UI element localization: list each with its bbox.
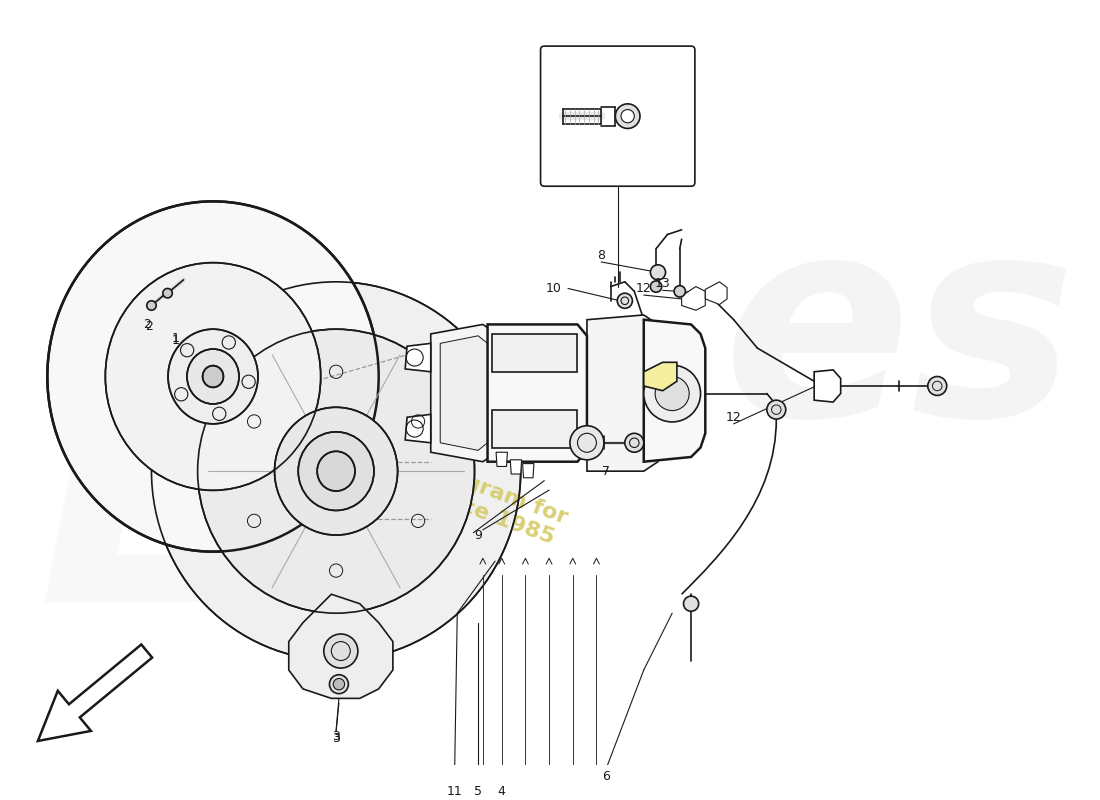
Polygon shape xyxy=(587,315,658,471)
Circle shape xyxy=(163,289,173,298)
Ellipse shape xyxy=(298,432,374,510)
Ellipse shape xyxy=(47,202,378,552)
Circle shape xyxy=(644,365,701,422)
Text: 1: 1 xyxy=(172,334,179,347)
Text: 4: 4 xyxy=(498,785,506,798)
Polygon shape xyxy=(644,362,676,390)
Text: a part diagram for
online since 1985: a part diagram for online since 1985 xyxy=(339,430,570,550)
Text: 13: 13 xyxy=(654,278,671,290)
Circle shape xyxy=(621,110,635,122)
Ellipse shape xyxy=(152,282,520,661)
Circle shape xyxy=(333,678,344,690)
Circle shape xyxy=(570,426,604,460)
Polygon shape xyxy=(493,334,578,372)
Circle shape xyxy=(323,634,358,668)
Polygon shape xyxy=(288,594,393,698)
Circle shape xyxy=(767,400,785,419)
Circle shape xyxy=(330,674,349,694)
Polygon shape xyxy=(644,320,705,462)
Ellipse shape xyxy=(106,262,321,490)
Polygon shape xyxy=(405,343,431,372)
Text: 10: 10 xyxy=(546,282,562,295)
Text: 15: 15 xyxy=(617,62,632,75)
Circle shape xyxy=(656,377,690,410)
Text: 7: 7 xyxy=(602,465,609,478)
Text: 3: 3 xyxy=(332,732,340,745)
Circle shape xyxy=(650,265,666,280)
Text: E: E xyxy=(37,347,265,670)
Polygon shape xyxy=(431,325,497,462)
Polygon shape xyxy=(705,282,727,305)
Text: 12: 12 xyxy=(636,282,651,295)
Polygon shape xyxy=(405,414,431,442)
Ellipse shape xyxy=(198,329,474,613)
Polygon shape xyxy=(510,460,521,474)
Circle shape xyxy=(650,281,662,292)
Circle shape xyxy=(683,596,698,611)
Text: 12: 12 xyxy=(726,410,741,424)
Text: 2: 2 xyxy=(145,320,153,333)
Circle shape xyxy=(617,293,632,308)
FancyArrow shape xyxy=(37,645,152,741)
Text: 6: 6 xyxy=(602,770,609,782)
Circle shape xyxy=(927,377,947,395)
Circle shape xyxy=(615,104,640,129)
Ellipse shape xyxy=(202,366,223,387)
Text: 5: 5 xyxy=(474,785,482,798)
Text: 9: 9 xyxy=(474,529,482,542)
Text: 2: 2 xyxy=(143,318,151,331)
Text: 1: 1 xyxy=(172,332,179,345)
Polygon shape xyxy=(682,286,705,310)
Text: 8: 8 xyxy=(597,249,605,262)
Polygon shape xyxy=(440,336,487,450)
Ellipse shape xyxy=(187,349,239,404)
Polygon shape xyxy=(496,452,507,466)
Circle shape xyxy=(146,301,156,310)
Polygon shape xyxy=(493,410,578,447)
Text: 3: 3 xyxy=(332,730,340,742)
Ellipse shape xyxy=(168,329,258,424)
Text: 11: 11 xyxy=(447,785,462,798)
FancyBboxPatch shape xyxy=(540,46,695,186)
Polygon shape xyxy=(814,370,840,402)
Circle shape xyxy=(625,434,644,452)
Circle shape xyxy=(674,286,685,297)
Text: es: es xyxy=(723,204,1076,474)
Polygon shape xyxy=(487,325,587,462)
Polygon shape xyxy=(522,463,534,478)
Ellipse shape xyxy=(317,451,355,491)
Ellipse shape xyxy=(275,407,397,535)
